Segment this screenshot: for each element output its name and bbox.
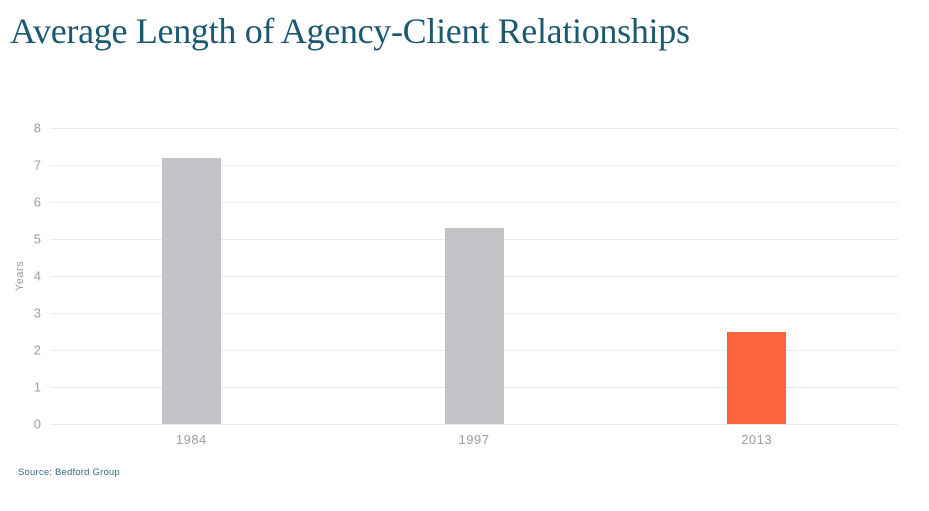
y-tick-label-7: 7 [33,157,41,173]
gridline-y-7 [50,165,898,166]
y-tick-label-1: 1 [33,379,41,395]
bar-2013 [727,331,787,424]
chart-title: Average Length of Agency-Client Relation… [10,11,690,51]
y-tick-label-3: 3 [33,305,41,321]
source-note: Source: Bedford Group [18,467,120,478]
y-tick-label-6: 6 [33,194,41,210]
y-tick-label-8: 8 [33,120,41,136]
bar-1997 [444,227,504,424]
y-tick-label-2: 2 [33,342,41,358]
x-tick-label-1997: 1997 [458,432,490,447]
y-tick-label-0: 0 [33,416,41,432]
x-tick-label-1984: 1984 [175,432,207,447]
x-tick-label-2013: 2013 [741,432,773,447]
gridline-y-0 [50,424,898,425]
plot-area [50,128,898,425]
y-axis-tick-labels: 0 1 2 3 4 5 6 7 8 [0,122,41,431]
gridline-y-8 [50,128,898,129]
y-tick-label-5: 5 [33,231,41,247]
gridline-y-6 [50,202,898,203]
y-tick-label-4: 4 [33,268,41,284]
bar-1984 [161,157,221,424]
